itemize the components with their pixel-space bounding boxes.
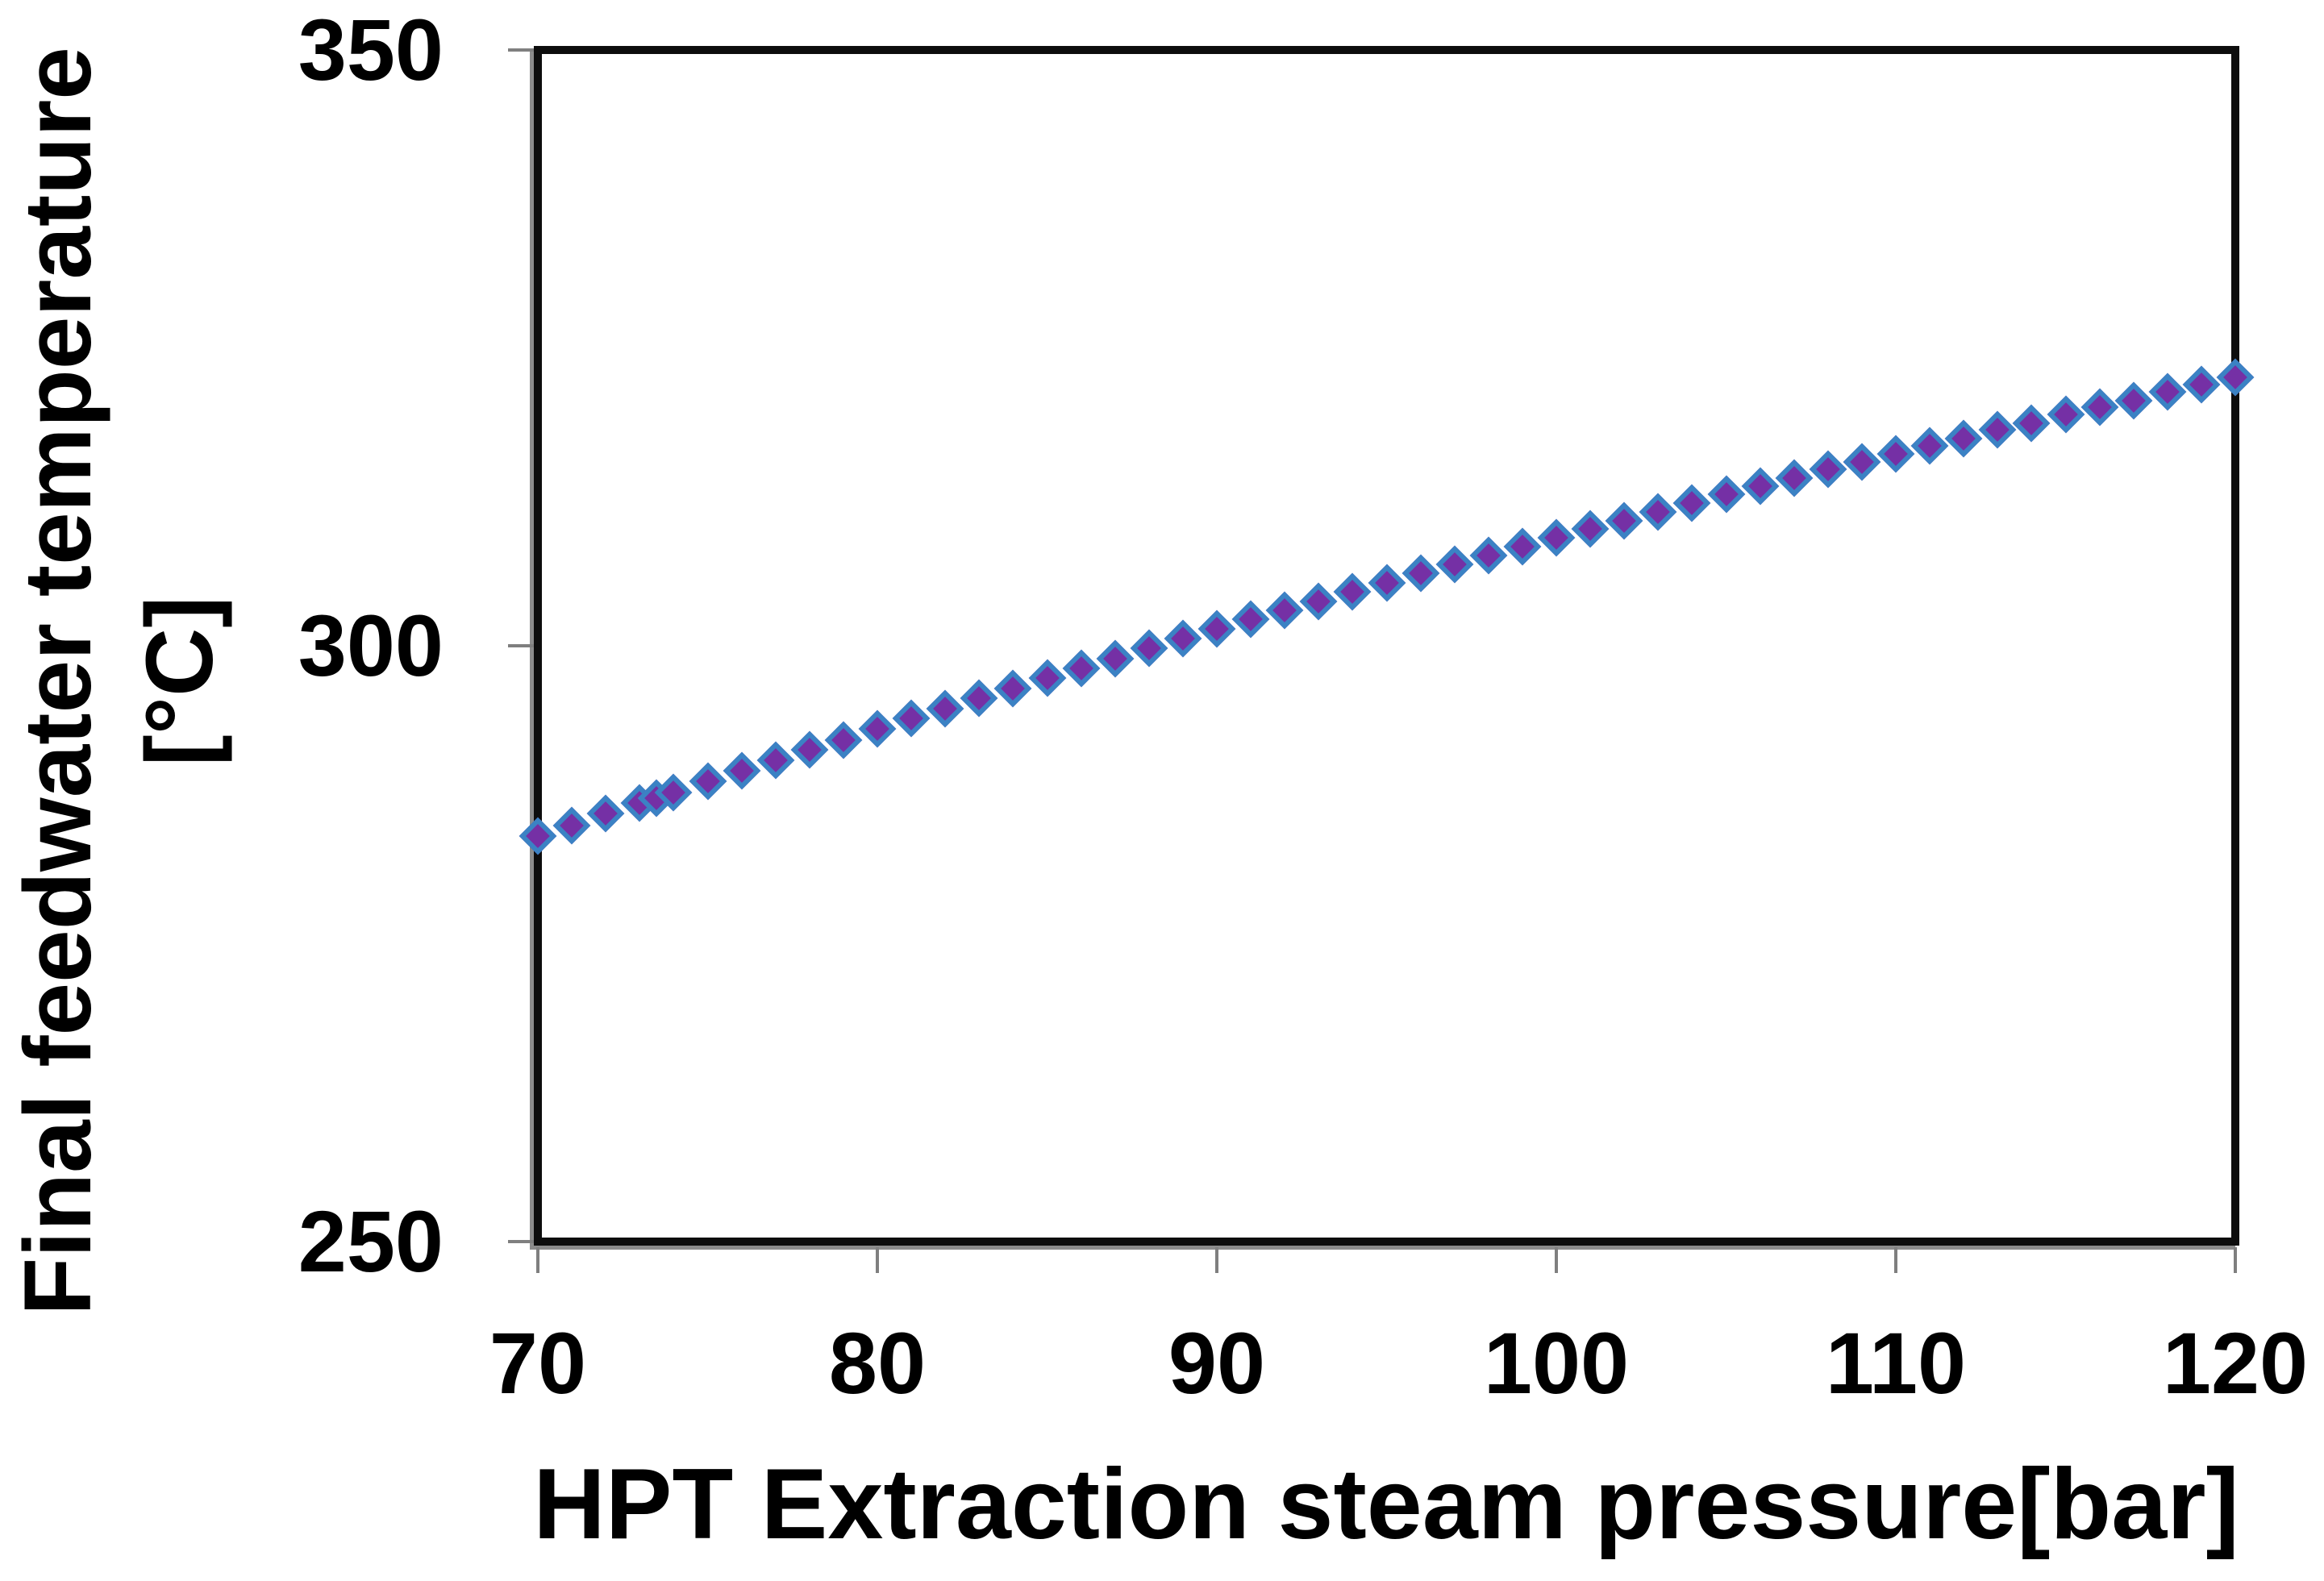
y-axis-title-line1: Final feedwater temperature [4,47,111,1316]
data-point-marker [1978,411,2017,449]
data-point-marker [1028,659,1066,697]
data-point-marker [1368,564,1406,601]
data-point-marker [2216,359,2255,397]
data-point-marker [1741,467,1779,506]
data-point-marker [1401,554,1439,593]
data-point-marker [2080,389,2118,426]
x-axis-tick [1894,1247,1897,1273]
data-point-marker [1265,591,1304,629]
x-axis-tick [1215,1247,1218,1273]
x-axis-tick-label: 100 [1483,1314,1630,1412]
data-point-marker [2013,404,2051,442]
x-axis-title: HPT Extraction steam pressure[bar] [533,1449,2239,1560]
data-point-marker [756,741,795,780]
data-point-marker [1944,419,1983,458]
data-point-marker [1096,639,1135,678]
data-point-marker [1843,443,1881,481]
data-point-marker [1503,527,1542,566]
data-point-marker [1639,493,1677,531]
data-point-marker [2182,365,2221,404]
data-point-marker [1062,649,1100,688]
data-point-marker [2047,395,2085,434]
data-point-marker [858,710,897,748]
y-axis-tick [508,1240,534,1243]
data-point-marker [1469,536,1508,575]
data-point-marker [892,699,931,738]
x-axis-tick [2234,1247,2237,1273]
data-point-marker [1130,629,1168,668]
data-point-marker [1334,573,1372,611]
data-point-marker [1164,619,1202,658]
data-point-marker [1673,484,1711,522]
x-axis-tick-label: 110 [1825,1314,1967,1412]
x-axis-tick [536,1247,539,1273]
data-point-marker [1876,435,1915,473]
data-point-marker [1605,501,1643,540]
data-point-marker [1231,601,1270,639]
y-axis-tick-label: 250 [298,1192,444,1290]
y-axis-tick-label: 300 [298,597,444,694]
x-axis-tick [876,1247,879,1273]
data-point-marker [1707,475,1745,514]
x-axis-tick-label: 80 [828,1314,927,1412]
data-point-marker [926,689,964,728]
x-axis-tick-label: 70 [489,1314,587,1412]
data-point-marker [586,795,625,833]
data-point-marker [1299,582,1338,621]
y-axis-tick [508,644,534,647]
data-point-marker [2148,372,2187,411]
plot-area-frame [534,46,2239,1246]
data-point-marker [1571,510,1610,548]
plot-area [519,50,2255,1242]
data-point-marker [723,751,760,790]
data-point-marker [1910,426,1949,465]
x-axis-tick-label: 120 [2162,1314,2309,1412]
y-axis-title: Final feedwater temperature [°C] [0,47,241,1316]
data-point-marker [2114,381,2153,419]
data-point-marker [1537,518,1576,556]
y-axis-title-line2: [°C] [127,596,233,767]
data-point-marker [689,763,727,801]
y-axis-tick [508,48,534,52]
data-point-marker [1775,459,1814,497]
data-point-marker [994,669,1032,708]
data-point-marker [960,679,998,718]
data-point-marker [824,721,863,759]
data-point-marker [790,730,829,768]
data-point-marker [552,806,591,845]
data-point-marker [519,818,557,855]
data-point-marker [1809,450,1847,489]
data-point-marker [1197,610,1236,648]
x-axis-tick [1555,1247,1558,1273]
x-axis-tick-label: 90 [1168,1314,1266,1412]
y-axis-tick-label: 350 [298,1,444,98]
data-point-marker [1435,546,1474,584]
